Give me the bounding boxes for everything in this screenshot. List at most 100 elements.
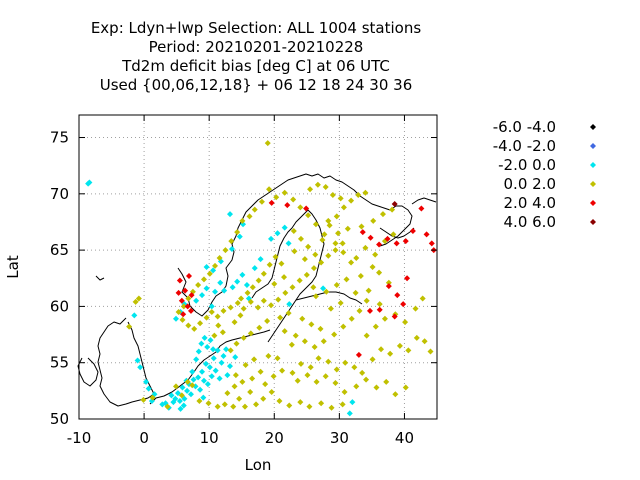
- station-point-2-0-4-0: [400, 301, 407, 308]
- station-point-2-0-0-0: [184, 387, 191, 394]
- station-point-0-0-2-0: [312, 251, 319, 258]
- station-point-0-0-2-0: [257, 368, 264, 375]
- station-point-0-0-2-0: [221, 401, 228, 408]
- station-point-0-0-2-0: [231, 383, 238, 390]
- station-point-0-0-2-0: [255, 304, 261, 311]
- station-point-2-0-0-0: [180, 402, 187, 409]
- station-point-0-0-2-0: [179, 316, 186, 323]
- station-point-2-0-4-0: [184, 303, 191, 310]
- station-point-0-0-2-0: [325, 217, 332, 224]
- station-point-0-0-2-0: [214, 403, 221, 410]
- station-point-0-0-2-0: [337, 195, 344, 202]
- station-point-0-0-2-0: [297, 399, 304, 406]
- station-point-2-0-4-0: [187, 307, 194, 314]
- station-point-0-0-2-0: [333, 213, 340, 220]
- grid: [79, 115, 437, 419]
- station-point-0-0-2-0: [191, 325, 198, 332]
- station-point-2-0-0-0: [168, 392, 175, 399]
- station-point-0-0-2-0: [185, 295, 192, 302]
- station-point-0-0-2-0: [322, 184, 329, 191]
- station-point-2-0-0-0: [216, 375, 223, 382]
- station-point-2-0-0-0: [227, 363, 234, 370]
- station-point-0-0-2-0: [260, 297, 267, 304]
- station-point-2-0-0-0: [143, 378, 150, 385]
- station-point-0-0-2-0: [239, 217, 246, 224]
- station-point-0-0-2-0: [348, 197, 355, 204]
- station-point-2-0-4-0: [391, 313, 398, 320]
- coastline-baltic: [251, 209, 325, 343]
- station-point-0-0-2-0: [276, 397, 283, 404]
- x-tick-label: -10: [67, 429, 92, 447]
- station-point-0-0-2-0: [341, 388, 348, 395]
- station-point-2-0-0-0: [187, 391, 194, 398]
- x-axis-ticks: -10 0 10 20 30 40: [67, 115, 414, 447]
- station-point-2-0-0-0: [207, 337, 214, 344]
- station-point-0-0-2-0: [260, 270, 267, 277]
- station-point-0-0-2-0: [307, 364, 314, 371]
- station-point-0-0-2-0: [274, 355, 281, 362]
- station-point-0-0-2-0: [305, 212, 312, 219]
- station-point-0-0-2-0: [365, 287, 372, 294]
- station-point-2-0-0-0: [200, 394, 207, 401]
- station-point-0-0-2-0: [231, 319, 238, 326]
- station-point-0-0-2-0: [310, 284, 317, 291]
- station-point-0-0-2-0: [236, 395, 243, 402]
- station-point-2-0-0-0: [286, 301, 293, 308]
- legend-label: -2.0 0.0: [498, 156, 556, 174]
- station-point-0-0-2-0: [286, 402, 293, 409]
- station-point-2-0-0-0: [239, 271, 246, 278]
- station-point-0-0-2-0: [376, 301, 383, 308]
- station-point-0-0-2-0: [224, 390, 231, 397]
- station-point-0-0-2-0: [405, 347, 412, 354]
- station-point-0-0-2-0: [260, 395, 267, 402]
- station-point-0-0-2-0: [318, 400, 325, 407]
- title-line-4: Used {00,06,12,18} + 06 12 18 24 30 36: [100, 76, 413, 94]
- station-point-0-0-2-0: [323, 288, 330, 295]
- station-point-0-0-2-0: [311, 343, 318, 350]
- station-point-0-0-2-0: [342, 359, 349, 366]
- y-tick-label: 60: [50, 297, 69, 315]
- station-point-2-0-0-0: [204, 343, 211, 350]
- y-axis-label: Lat: [4, 255, 22, 279]
- station-point-2-0-0-0: [220, 352, 227, 359]
- station-point-0-0-2-0: [332, 240, 339, 247]
- coastline-white-sea: [379, 227, 415, 239]
- station-point-0-0-2-0: [363, 297, 370, 304]
- station-point-0-0-2-0: [184, 378, 191, 385]
- station-point-0-0-2-0: [308, 321, 315, 328]
- station-point-0-0-2-0: [247, 330, 254, 337]
- station-point-0-0-2-0: [344, 225, 351, 232]
- station-point-0-0-2-0: [264, 318, 271, 325]
- station-point-0-0-2-0: [275, 296, 282, 303]
- station-point-2-0-0-0: [214, 347, 221, 354]
- legend-marker: [590, 162, 596, 168]
- plot-frame: [78, 114, 438, 420]
- station-point-2-0-4-0: [366, 307, 373, 314]
- station-point-2-0-0-0: [236, 233, 243, 240]
- station-point-0-0-2-0: [381, 315, 388, 322]
- station-point-0-0-2-0: [387, 350, 394, 357]
- station-point-0-0-2-0: [149, 394, 156, 401]
- station-point-0-0-2-0: [178, 392, 185, 399]
- station-point-0-0-2-0: [255, 277, 262, 284]
- x-tick-label: 10: [200, 429, 219, 447]
- station-point-0-0-2-0: [313, 378, 320, 385]
- station-point-0-0-2-0: [325, 358, 332, 365]
- station-point-2-0-4-0: [385, 283, 392, 290]
- station-point-2-0-0-0: [208, 373, 215, 380]
- station-point-2-0-0-0: [172, 315, 179, 322]
- y-tick-label: 75: [50, 129, 69, 147]
- station-point-0-0-2-0: [289, 369, 296, 376]
- station-point-0-0-2-0: [332, 247, 339, 254]
- station-point-0-0-2-0: [402, 319, 409, 326]
- station-point-0-0-2-0: [240, 305, 247, 312]
- station-point-0-0-2-0: [290, 196, 297, 203]
- station-point-0-0-2-0: [389, 206, 396, 213]
- station-point-0-0-2-0: [256, 324, 263, 331]
- station-point-0-0-2-0: [372, 323, 379, 330]
- station-point-0-0-2-0: [325, 252, 332, 259]
- coastline-continent: [149, 329, 271, 405]
- station-point-0-0-2-0: [312, 293, 319, 300]
- station-point-4-0-6-0: [391, 200, 398, 207]
